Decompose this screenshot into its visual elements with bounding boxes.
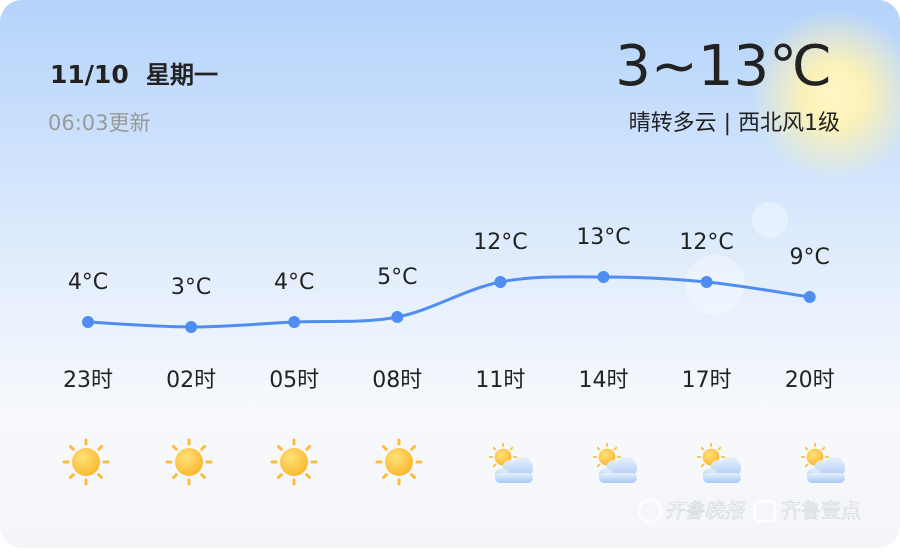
update-time: 06:03更新: [48, 111, 151, 135]
sun-glow: [750, 10, 900, 180]
temperature-point: [494, 276, 507, 288]
temperature-label: 5°C: [377, 265, 417, 290]
hour-label: 11时: [475, 368, 525, 393]
temperature-point: [803, 291, 816, 303]
hour-label: 17时: [682, 368, 732, 393]
hour-label: 05时: [269, 368, 319, 393]
temperature-label: 13°C: [576, 225, 630, 250]
temperature-label: 12°C: [679, 230, 733, 255]
lens-flare: [752, 202, 788, 238]
hour-label: 02时: [166, 368, 216, 393]
hour-label: 23时: [63, 368, 113, 393]
temperature-point: [288, 316, 301, 328]
temperature-point: [185, 321, 198, 333]
temperature-range: 3~13℃: [615, 34, 832, 99]
temperature-point: [597, 271, 610, 283]
temperature-label: 9°C: [790, 245, 830, 270]
temperature-line: [87, 275, 810, 329]
weather-summary: 晴转多云 | 西北风1级: [629, 111, 840, 136]
weekday: 星期一: [146, 61, 218, 89]
hour-label: 08时: [372, 368, 422, 393]
watermark-paper: 齐鲁晚报: [664, 499, 746, 523]
lens-flare: [685, 255, 745, 315]
temperature-point: [391, 311, 404, 323]
date: 11/10: [50, 60, 129, 89]
hour-label: 20时: [785, 368, 835, 393]
temperature-label: 4°C: [68, 270, 108, 295]
hour-label: 14时: [579, 368, 629, 393]
temperature-label: 3°C: [171, 275, 211, 300]
temperature-label: 12°C: [473, 230, 527, 255]
temperature-label: 4°C: [274, 270, 314, 295]
watermark-logo: [637, 498, 663, 524]
watermark-app-logo: [753, 499, 777, 523]
temperature-point: [82, 316, 94, 328]
watermark-app: 齐鲁壹点: [781, 499, 861, 523]
temperature-point: [700, 276, 713, 288]
watermark: 齐鲁晚报 齐鲁壹点: [637, 498, 861, 524]
